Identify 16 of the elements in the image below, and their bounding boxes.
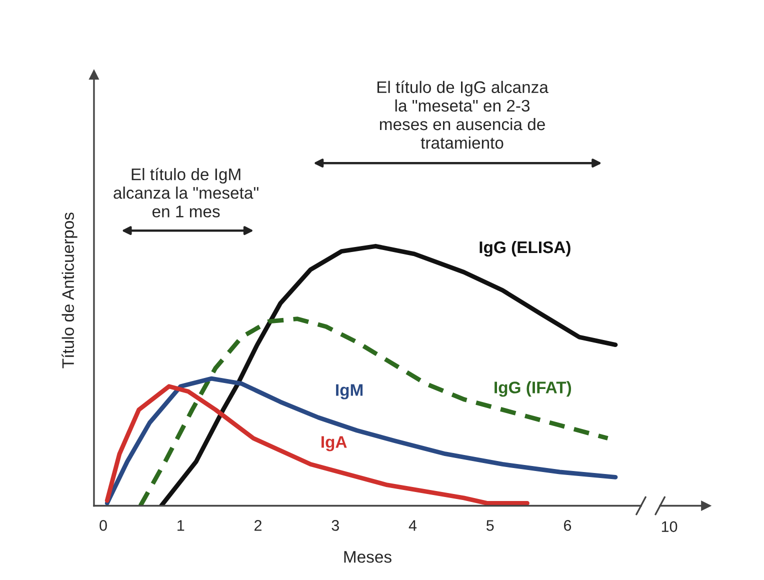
series-label: IgG (IFAT) — [494, 381, 572, 397]
text: 10 — [662, 521, 678, 532]
text: El título de IgM alcanza la "meseta" en 1 mes — [114, 168, 258, 218]
x-tick-label: 2 — [254, 520, 262, 531]
y-axis-title: Título de Anticuerpos — [62, 212, 78, 368]
x-tick-label: 6 — [564, 520, 572, 531]
series-label: IgG (ELISA) — [480, 240, 570, 257]
x-tick-label: 5 — [486, 520, 494, 531]
x-tick-label: 4 — [408, 520, 417, 531]
x-tick-label: 0 — [100, 520, 107, 531]
x-tick-label: 3 — [332, 520, 339, 531]
series-label: IgM — [336, 384, 363, 400]
x-tick-label: 1 — [178, 520, 184, 531]
text: El título de IgG alcanza la "meseta" en 2-3 meses en ausencia de tratamiento — [377, 80, 548, 149]
series-label: IgA — [322, 436, 347, 452]
x-axis-title: Meses — [344, 551, 392, 563]
